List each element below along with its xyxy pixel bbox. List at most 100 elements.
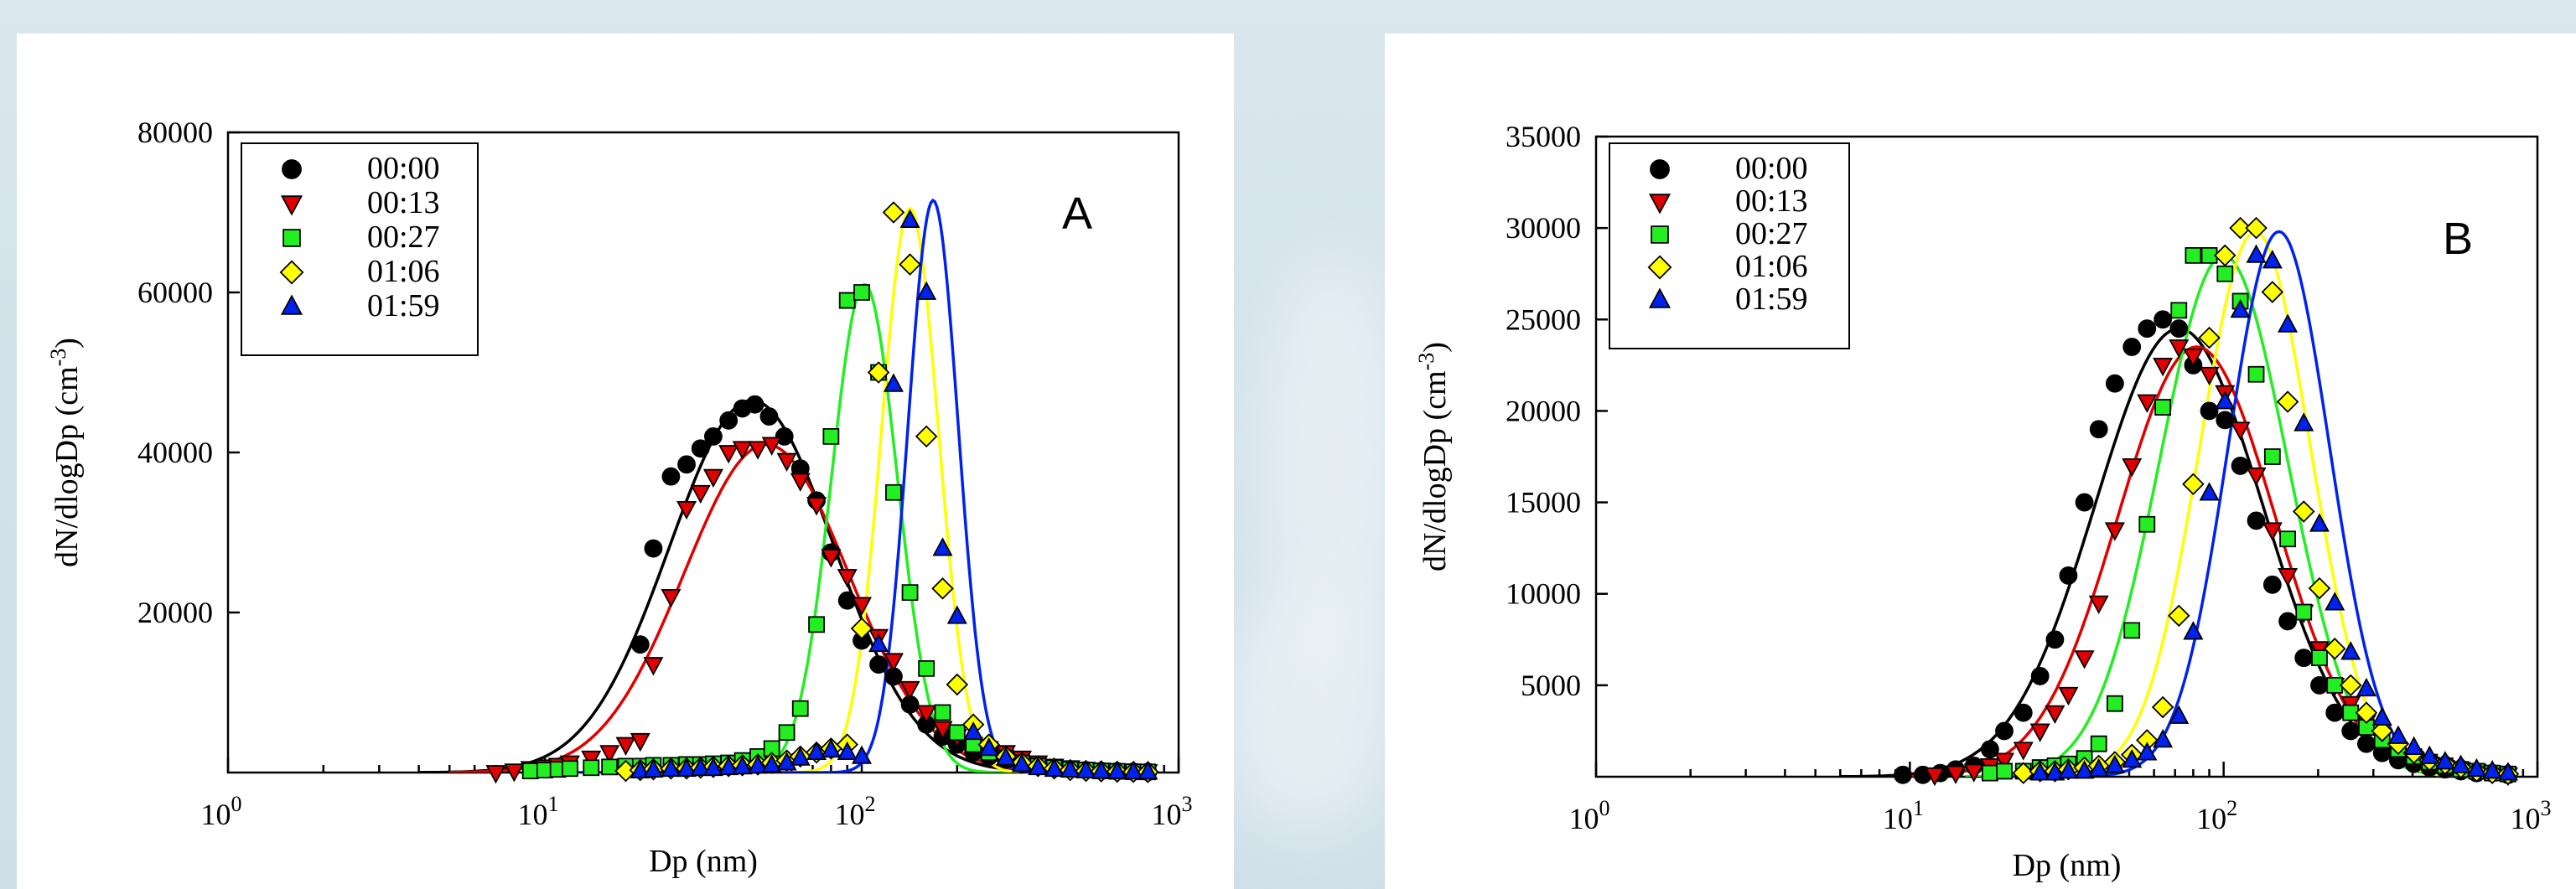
data-point-0000 (2089, 420, 2108, 439)
y-tick-label: 10000 (1506, 577, 1581, 611)
data-point-0159 (978, 737, 999, 757)
x-tick-label: 100 (201, 792, 242, 831)
data-point-0106 (2339, 674, 2362, 697)
data-point-0027 (2263, 448, 2281, 465)
data-point-0000 (2030, 667, 2050, 685)
data-point-0013 (2074, 650, 2095, 669)
data-point-0159 (2153, 728, 2174, 748)
y-tick-label: 60000 (137, 276, 213, 309)
data-point-0013 (2013, 742, 2034, 761)
data-point-0027 (763, 740, 780, 757)
x-axis-title: Dp (nm) (649, 844, 758, 879)
data-point-0159 (2246, 244, 2267, 263)
data-point-0106 (2167, 604, 2190, 628)
data-point-0013 (2088, 595, 2109, 615)
data-point-0000 (2045, 630, 2065, 649)
data-point-0000 (703, 426, 723, 446)
data-point-0027 (838, 292, 856, 309)
data-point-0013 (821, 549, 842, 568)
data-point-0106 (2012, 762, 2035, 784)
data-point-0159 (2309, 513, 2330, 532)
data-point-0013 (2230, 421, 2251, 441)
data-point-0159 (2104, 754, 2125, 773)
data-point-0000 (2059, 566, 2078, 585)
data-point-0027 (2090, 735, 2107, 752)
data-point-0106 (2229, 216, 2252, 240)
data-point-0000 (1995, 721, 2014, 741)
legend-marker (282, 229, 301, 247)
data-point-0106 (2182, 473, 2205, 496)
data-point-0027 (822, 427, 840, 445)
fit-curve-0027 (530, 282, 1148, 773)
data-point-0013 (1994, 752, 2015, 772)
data-point-0106 (2245, 216, 2268, 240)
data-point-0027 (778, 724, 796, 742)
data-point-0000 (2216, 411, 2235, 430)
data-point-0106 (946, 673, 969, 696)
data-point-0159 (1075, 759, 1096, 778)
data-point-0013 (2246, 467, 2267, 487)
data-point-0000 (691, 439, 710, 458)
data-point-0000 (719, 411, 739, 430)
data-point-0106 (850, 617, 873, 640)
data-point-0159 (868, 633, 889, 653)
data-point-0027 (2311, 649, 2328, 667)
data-point-0159 (1138, 761, 1158, 780)
data-point-0013 (661, 589, 682, 608)
fit-curves (418, 198, 1148, 773)
chart-b-svg: 5000 10000 15000 20000 25000 30000 35000 100 101… (1414, 120, 2552, 883)
fit-curve-0106 (545, 206, 1148, 773)
data-point-0159 (821, 738, 842, 758)
data-point-0013 (2104, 522, 2125, 541)
data-point-0106 (867, 361, 890, 384)
legend-label: 00:27 (1735, 216, 1808, 251)
data-point-0159 (2434, 751, 2455, 770)
data-point-0159 (2058, 760, 2079, 779)
data-point-0027 (2279, 530, 2296, 548)
data-point-0013 (2183, 349, 2204, 368)
data-point-0106 (2261, 281, 2284, 303)
data-point-0159 (690, 757, 711, 777)
data-point-0159 (1123, 760, 1144, 780)
data-point-0027 (853, 284, 870, 301)
data-point-0159 (2029, 762, 2050, 781)
data-point-0159 (2497, 762, 2518, 781)
legend-label: 00:13 (367, 185, 440, 220)
data-point-0027 (2123, 622, 2141, 639)
data-point-0159 (2356, 677, 2376, 697)
data-point-0013 (2153, 357, 2174, 377)
legend-box (1609, 142, 1850, 349)
data-point-0000 (2014, 703, 2033, 722)
legend-label: 00:00 (1735, 151, 1808, 186)
data-point-0027 (2216, 265, 2234, 282)
x-tick-label: 102 (2196, 796, 2237, 835)
data-point-0013 (2199, 366, 2220, 386)
legend-label: 00:00 (367, 151, 440, 186)
x-tick-label: 101 (518, 792, 559, 831)
data-point-0013 (676, 500, 697, 520)
data-point-0013 (851, 597, 873, 616)
data-point-0159 (2215, 390, 2236, 410)
data-point-0013 (615, 737, 636, 756)
data-point-0013 (732, 441, 753, 460)
data-point-0159 (630, 759, 650, 778)
panel-label: A (1062, 189, 1092, 239)
data-point-0159 (963, 721, 984, 741)
data-point-0013 (1946, 765, 1967, 785)
data-point-0000 (2231, 457, 2250, 475)
data-point-0013 (806, 497, 827, 516)
y-tick-label: 20000 (137, 596, 213, 629)
x-tick-label: 100 (1569, 796, 1610, 835)
y-tick-label: 20000 (1506, 394, 1581, 427)
data-point-0159 (2419, 745, 2440, 764)
data-point-0159 (1028, 756, 1049, 776)
data-point-0013 (2262, 522, 2283, 541)
data-point-0000 (2247, 511, 2266, 530)
data-point-0106 (2308, 576, 2331, 600)
data-point-0027 (536, 762, 553, 779)
data-point-0000 (869, 655, 888, 674)
data-markers (1894, 216, 2520, 787)
data-point-0159 (2278, 313, 2299, 333)
